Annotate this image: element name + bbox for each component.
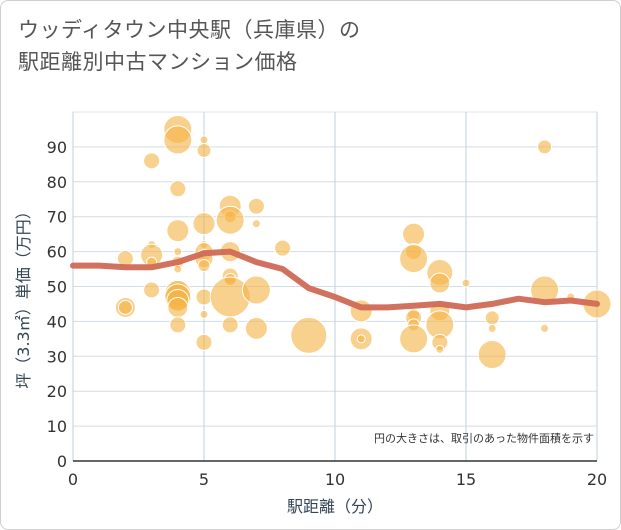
x-tick-label: 0 [68,470,78,489]
x-tick-label: 10 [325,470,345,489]
bubble-point [241,275,271,305]
bubble-point [356,334,366,344]
bubble-point [169,180,187,198]
bubble-point [199,309,209,319]
chart-title-line-1: ウッディタウン中央駅（兵庫県）の [18,18,361,42]
y-axis-label: 坪（3.3㎡）単価（万円） [14,203,33,388]
bubble-point [192,212,216,236]
bubble-point [199,135,209,145]
y-tick-label: 20 [47,382,67,401]
grid-lines [72,111,598,462]
y-tick-label: 0 [57,452,67,471]
bubble-point [537,139,553,155]
bubble-point [247,197,265,215]
bubble-point [195,288,213,306]
bubble-point [402,222,426,246]
chart-title: ウッディタウン中央駅（兵庫県）の 駅距離別中古マンション価格 [18,14,361,78]
bubble-point [166,219,190,243]
bubble-point [117,299,133,315]
bubble-point [274,239,292,257]
x-tick-labels: 0 5 10 15 20 [68,470,607,489]
y-tick-label: 30 [47,347,67,366]
y-tick-label: 60 [47,243,67,262]
y-tick-label: 70 [47,208,67,227]
bubble-point [169,316,187,334]
bubble-point [461,278,471,288]
bubble-point [195,333,213,351]
bubble-point [221,316,239,334]
bubble-point [399,324,429,354]
chart-title-line-2: 駅距離別中古マンション価格 [18,50,298,74]
x-tick-label: 15 [456,470,476,489]
bubble-point [487,323,497,333]
size-annotation: 円の大きさは、取引のあった物件面積を示す [374,431,594,445]
bubble-point [215,205,245,235]
y-tick-labels: 0 10 20 30 40 50 60 70 80 90 [47,138,67,471]
bubble-point [143,281,161,299]
bubble-point [429,272,451,294]
bubble-point [167,296,189,318]
bubble-point [244,316,268,340]
bubble-point [251,219,261,229]
y-tick-label: 50 [47,278,67,297]
bubble-point [173,264,183,274]
bubble-point [196,142,212,158]
bubble-point [540,323,550,333]
y-tick-label: 10 [47,417,67,436]
x-axis-label: 駅距離（分） [287,497,383,516]
bubble-point [197,259,211,273]
trend-line [70,248,600,311]
y-tick-label: 40 [47,312,67,331]
bubble-point [173,247,183,257]
bubble-point [163,125,193,155]
y-tick-label: 80 [47,173,67,192]
bubble-point [435,344,445,354]
bubble-point [290,316,328,354]
x-tick-label: 20 [587,470,607,489]
bubble-layer [114,114,612,370]
y-tick-label: 90 [47,138,67,157]
x-tick-label: 5 [199,470,209,489]
bubble-point [399,244,429,274]
bubble-point [477,340,507,370]
bubble-point [143,152,161,170]
bubble-point [484,310,500,326]
